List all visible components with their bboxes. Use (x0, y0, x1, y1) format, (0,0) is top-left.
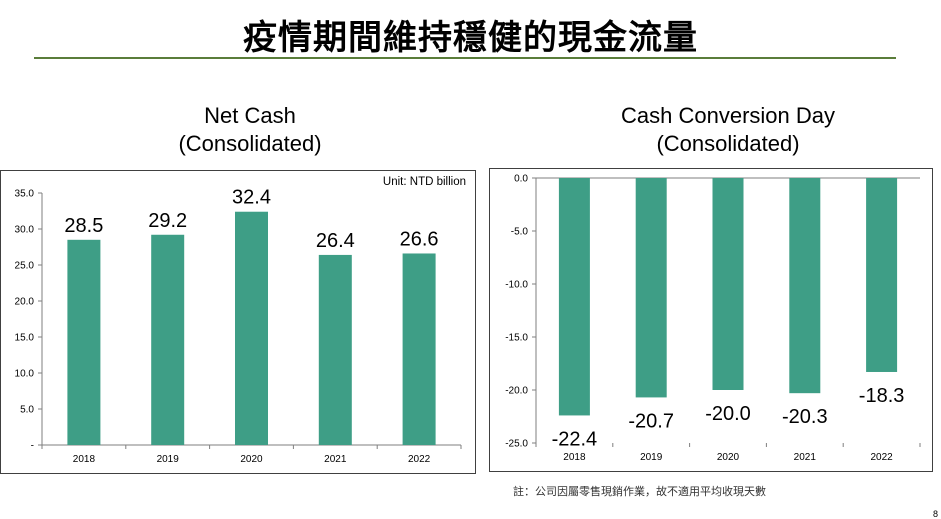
bar (235, 211, 268, 445)
y-tick-label: 10.0 (15, 369, 35, 380)
ccd-title-line2: (Consolidated) (656, 131, 800, 156)
x-tick-label: 2021 (794, 452, 817, 463)
slide-title: 疫情期間維持穩健的現金流量 (243, 18, 698, 58)
bar (402, 253, 436, 445)
y-tick-label: 0.0 (514, 174, 528, 185)
x-tick-label: 2020 (240, 454, 263, 465)
net-cash-chart: - 5.0 10.0 15.0 20.0 25.0 30.0 35.0 28.5 2018 29.2… (0, 170, 476, 474)
bar (712, 178, 744, 390)
net-cash-chart-svg: - 5.0 10.0 15.0 20.0 25.0 30.0 35.0 28.5 2018 29.2… (15, 187, 462, 465)
data-label: 29.2 (148, 210, 187, 232)
x-tick-label: 2018 (563, 452, 586, 463)
y-tick-label: 5.0 (20, 405, 34, 416)
data-label: 32.4 (232, 187, 271, 209)
y-tick-label: 20.0 (15, 297, 35, 308)
y-tick-label: -20.0 (505, 386, 528, 397)
y-tick-label: - (31, 441, 34, 452)
y-tick-label: -15.0 (505, 333, 528, 344)
ccd-title-line1: Cash Conversion Day (621, 103, 835, 128)
net-cash-chart-title: Net Cash (Consolidated) (100, 102, 400, 158)
data-label: 26.4 (316, 230, 355, 252)
bar (67, 239, 101, 445)
bar (789, 178, 821, 394)
y-tick-label: 15.0 (15, 333, 35, 344)
page-number: 8 (932, 509, 938, 519)
data-label: -20.0 (705, 403, 751, 425)
data-label: -18.3 (859, 385, 905, 407)
y-tick-label: -25.0 (505, 439, 528, 450)
data-label: -22.4 (552, 428, 598, 450)
bar (558, 178, 590, 416)
x-tick-label: 2022 (408, 454, 431, 465)
x-tick-label: 2019 (640, 452, 663, 463)
bar (318, 254, 352, 445)
ccd-chart: 0.0 -5.0 -10.0 -15.0 -20.0 -25.0 -22.4 2018 -20.… (489, 168, 933, 472)
net-cash-title-line2: (Consolidated) (178, 131, 322, 156)
y-tick-label: 30.0 (15, 225, 35, 236)
x-tick-label: 2020 (717, 452, 740, 463)
title-divider (34, 57, 896, 59)
bar (635, 178, 667, 398)
x-tick-label: 2018 (73, 454, 96, 465)
bar (866, 178, 898, 372)
x-tick-label: 2021 (324, 454, 347, 465)
x-tick-label: 2019 (157, 454, 180, 465)
data-label: -20.3 (782, 406, 828, 428)
y-tick-label: -10.0 (505, 280, 528, 291)
y-tick-label: 25.0 (15, 261, 35, 272)
y-tick-label: 35.0 (15, 189, 35, 200)
ccd-chart-title: Cash Conversion Day (Consolidated) (578, 102, 878, 158)
x-tick-label: 2022 (870, 452, 893, 463)
bar (151, 234, 185, 445)
net-cash-unit-label: Unit: NTD billion (382, 176, 466, 188)
data-label: 28.5 (64, 215, 103, 237)
data-label: -20.7 (628, 410, 674, 432)
y-tick-label: -5.0 (511, 227, 529, 238)
net-cash-title-line1: Net Cash (204, 103, 296, 128)
footnote: 註：公司因屬零售現銷作業，故不適用平均收現天數 (513, 485, 766, 498)
ccd-chart-svg: 0.0 -5.0 -10.0 -15.0 -20.0 -25.0 -22.4 2018 -20.… (505, 174, 921, 463)
data-label: 26.6 (400, 228, 439, 250)
